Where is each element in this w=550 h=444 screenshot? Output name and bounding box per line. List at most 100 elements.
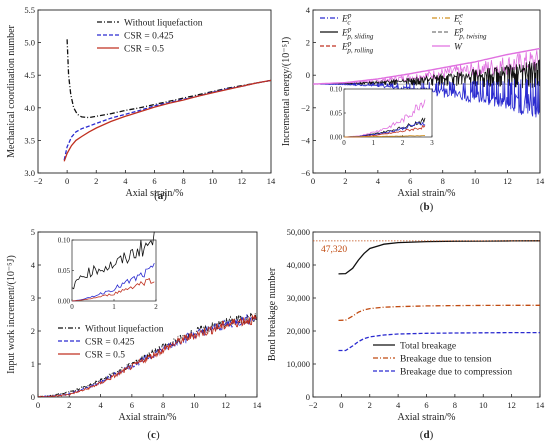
series-line	[38, 314, 257, 397]
plot-frame	[312, 9, 541, 174]
legend-label-sub: p, twising	[458, 33, 487, 41]
y-tick-label: 5.0	[24, 38, 35, 48]
x-tick-label: −2	[308, 400, 317, 410]
legend-label-sup: p	[347, 26, 352, 34]
series-line	[338, 304, 540, 322]
panel-label-open: (	[154, 190, 158, 202]
series-line-w	[313, 47, 540, 85]
plot-area	[313, 240, 540, 352]
inset-y-tick-label: 0.10	[330, 86, 343, 94]
x-tick-label: 8	[441, 176, 445, 186]
x-tick-label: 6	[408, 176, 412, 186]
legend-label: CSR = 0.425	[85, 338, 135, 348]
inset-frame	[343, 88, 433, 138]
y-tick-label: 30,000	[287, 293, 310, 303]
panel-label-close: )	[163, 190, 167, 202]
x-tick-label: 2	[343, 176, 347, 186]
panel-label-close: )	[156, 429, 160, 441]
x-tick-label: 14	[267, 176, 276, 186]
panel-label: (b)	[420, 201, 434, 213]
y-tick-label: 0	[306, 392, 310, 402]
x-tick-label: 0	[311, 176, 315, 186]
x-tick-label: 10	[190, 400, 199, 410]
x-tick-label: 14	[536, 400, 545, 410]
panel-label-letter: b	[423, 201, 429, 213]
panel-label-letter: c	[151, 429, 156, 441]
inset-y-tick-label: 0.05	[58, 267, 71, 275]
inset-series-line	[71, 231, 155, 290]
x-tick-label: −2	[33, 176, 42, 186]
inset-series-line	[71, 262, 155, 302]
x-tick-label: 14	[253, 400, 262, 410]
y-tick-label: 1	[31, 359, 35, 369]
panel-label: (a)	[154, 190, 167, 202]
legend-label: Ep p, sliding	[341, 26, 374, 41]
x-tick-label: 4	[376, 176, 381, 186]
legend-label-base: W	[454, 43, 463, 53]
x-tick-label: 8	[182, 176, 186, 186]
y-tick-label: 4	[31, 260, 36, 270]
legend-label: Ee c	[453, 12, 463, 27]
x-tick-label: 2	[94, 176, 98, 186]
y-tick-label: 3	[31, 293, 35, 303]
y-tick-label: 3.5	[24, 135, 35, 145]
chart-panel-d: −2 0 2 4 6 8 10 12 14010,00020,00030,00040,00050…	[267, 227, 545, 441]
legend-label: CSR = 0.425	[124, 32, 174, 42]
x-tick-label: 0	[36, 400, 40, 410]
x-tick-label: 12	[507, 400, 516, 410]
y-tick-label: −6	[301, 168, 310, 178]
y-tick-label: 0	[306, 70, 310, 80]
plot-area	[63, 39, 271, 162]
legend-label-base: E	[341, 43, 348, 53]
y-axis-label: Incremental energy/(10⁻⁵J)	[281, 37, 292, 146]
y-tick-label: 4	[306, 5, 311, 15]
series-line	[38, 312, 257, 397]
y-tick-label: 10,000	[287, 359, 310, 369]
panel-label: (c)	[147, 429, 160, 441]
legend-label-sup: p	[347, 12, 352, 20]
series-line	[66, 39, 271, 119]
x-tick-label: 4	[396, 400, 401, 410]
inset-x-tick-label: 2	[401, 139, 405, 147]
inset-y-tick-label: 0.10	[58, 237, 71, 245]
legend-label-base: E	[341, 29, 348, 39]
y-tick-label: −4	[301, 135, 311, 145]
panel-label-open: (	[420, 429, 424, 441]
x-axis-label: Axial strain/%	[118, 412, 176, 423]
x-axis-label: Axial strain/%	[397, 188, 455, 199]
y-tick-label: 20,000	[287, 326, 310, 336]
x-tick-label: 12	[503, 176, 512, 186]
chart-panel-a: −2 0 2 4 6 8 10 12 14 3.0 3.5 4.0 4.5 5.0 5.5 Axial str…	[6, 5, 276, 202]
x-tick-label: 4	[123, 176, 128, 186]
inset-y-tick-label: 0.00	[330, 134, 343, 142]
series-line	[63, 79, 271, 161]
legend-label-sub: p, sliding	[346, 33, 374, 41]
panel-label: (d)	[420, 429, 434, 441]
legend-label: CSR = 0.5	[85, 351, 125, 361]
y-tick-label: 2	[31, 326, 35, 336]
legend-label-sup: e	[460, 12, 463, 20]
x-tick-label: 0	[339, 400, 343, 410]
x-tick-label: 10	[471, 176, 480, 186]
legend-label-sub: p, rolling	[346, 47, 373, 55]
legend-label: Breakage due to tension	[400, 355, 492, 365]
inset-series-line	[344, 134, 426, 138]
y-axis-label: Mechanical coordination number	[6, 24, 17, 157]
x-tick-label: 14	[536, 176, 545, 186]
x-tick-label: 6	[130, 400, 134, 410]
legend-label-base: E	[453, 15, 460, 25]
legend-label-sup: p	[459, 26, 464, 34]
x-tick-label: 2	[67, 400, 71, 410]
inset-x-tick-label: 0	[70, 303, 74, 311]
inset-series-line	[71, 277, 155, 302]
inset-x-tick-label: 1	[112, 303, 116, 311]
inset-series-line	[343, 99, 426, 138]
plot-area	[38, 312, 257, 397]
y-tick-label: 5	[31, 227, 35, 237]
panel-label-open: (	[420, 201, 424, 213]
x-tick-label: 8	[453, 400, 457, 410]
legend-label: CSR = 0.5	[124, 45, 164, 55]
